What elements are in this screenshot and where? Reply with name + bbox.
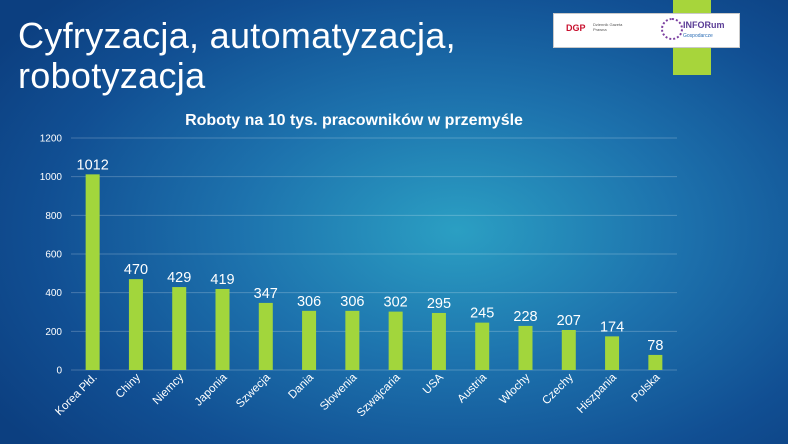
x-tick-label: Polska: [630, 371, 663, 404]
data-label: 207: [557, 313, 581, 329]
y-tick-label: 400: [45, 288, 62, 299]
bar: [85, 174, 100, 370]
slide-title-line-2: robotyzacja: [18, 55, 206, 96]
x-axis-ticks: Korea Płd. Chiny Niemcy Japonia Szwecja Dania…: [53, 371, 663, 419]
bar: [258, 302, 273, 370]
bar: [605, 336, 620, 370]
bar: [561, 329, 576, 370]
y-tick-label: 1200: [40, 134, 63, 145]
y-tick-label: 600: [45, 250, 62, 261]
inforum-logo: INFORum: [683, 20, 725, 30]
x-tick-label: Dania: [286, 371, 316, 401]
bar: [215, 288, 230, 370]
y-tick-label: 800: [45, 211, 62, 222]
x-tick-label: Szwecja: [234, 371, 273, 410]
x-tick-label: Szwajcaria: [355, 371, 403, 419]
inforum-logo-subtitle: Gospodarcze: [683, 33, 713, 39]
x-tick-label: Słowenia: [318, 371, 360, 413]
x-tick-label: Hiszpania: [575, 371, 620, 416]
data-label: 174: [600, 319, 624, 335]
data-label: 245: [470, 306, 494, 322]
data-label: 470: [124, 262, 148, 278]
x-tick-label: Niemcy: [151, 371, 187, 407]
bar: [518, 325, 533, 370]
bar: [345, 310, 360, 370]
data-label: 1012: [77, 157, 109, 173]
chart-title: Roboty na 10 tys. pracowników w przemyśl…: [185, 112, 523, 129]
x-tick-label: Chiny: [114, 371, 143, 400]
x-tick-label: Korea Płd.: [53, 372, 99, 418]
dgp-logo: DGP: [566, 23, 586, 33]
x-tick-label: Czechy: [540, 371, 576, 407]
data-label: 306: [340, 294, 364, 310]
dgp-logo-subtitle: Dziennik Gazeta Prawna: [593, 22, 623, 32]
bar: [431, 312, 446, 370]
data-label: 419: [210, 272, 234, 288]
data-label: 347: [254, 286, 278, 302]
bar: [475, 322, 490, 370]
bar: [172, 287, 187, 370]
x-tick-label: Japonia: [193, 371, 230, 408]
gridlines: [71, 137, 677, 371]
data-label: 295: [427, 296, 451, 312]
data-labels: 1012 470 429 419 347 306 306 302 295 245 228 207 174…: [77, 157, 664, 354]
x-tick-label: Włochy: [497, 371, 532, 406]
bar: [128, 279, 143, 370]
y-tick-label: 200: [45, 327, 62, 338]
x-tick-label: Austria: [456, 371, 490, 405]
y-tick-label: 0: [56, 366, 62, 377]
inforum-ring-icon: [661, 18, 683, 40]
data-label: 78: [647, 338, 663, 354]
data-label: 429: [167, 270, 191, 286]
y-tick-label: 1000: [40, 172, 63, 183]
y-axis-ticks: 0 200 400 600 800 1000 1200: [40, 134, 63, 377]
partner-logos: DGP Dziennik Gazeta Prawna INFORum Gospo…: [553, 13, 740, 48]
x-tick-label: USA: [421, 371, 446, 396]
data-label: 306: [297, 294, 321, 310]
bar: [302, 310, 317, 370]
data-label: 302: [384, 295, 408, 311]
data-label: 228: [513, 309, 537, 325]
bars: [85, 174, 663, 370]
slide-title: Cyfryzacja, automatyzacja, robotyzacja: [18, 16, 456, 96]
bar: [648, 354, 663, 370]
slide-title-line-1: Cyfryzacja, automatyzacja,: [18, 15, 456, 56]
bar: [388, 311, 403, 370]
